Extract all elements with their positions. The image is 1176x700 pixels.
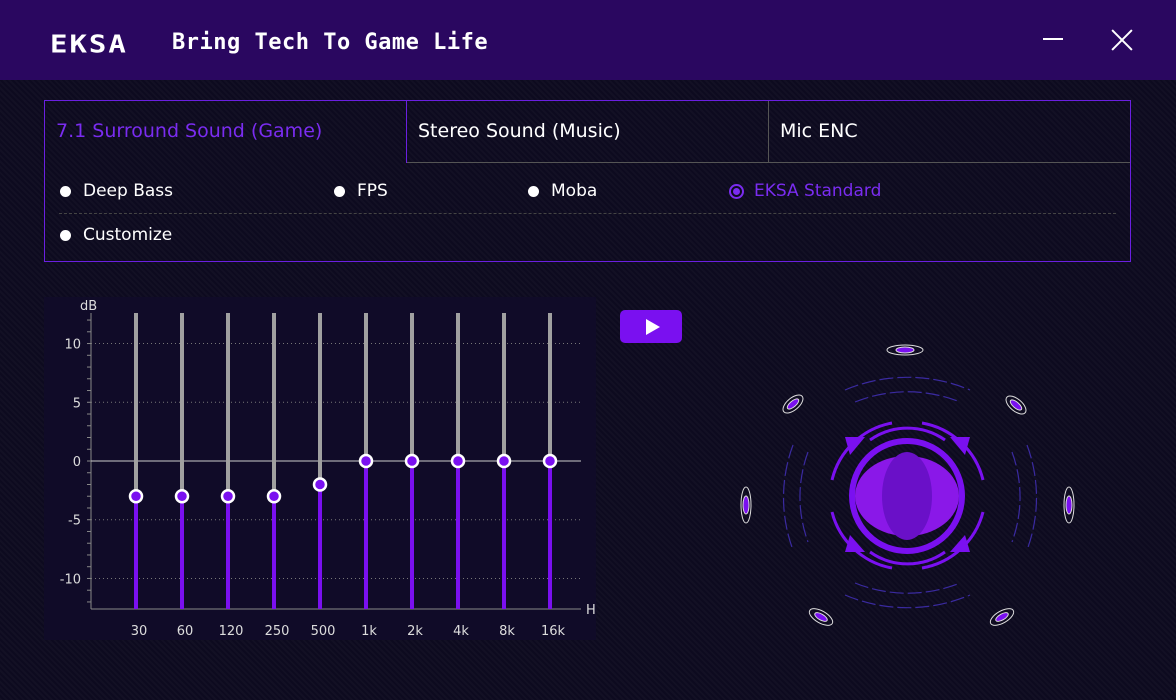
y-tick-label: 0 [73,455,81,470]
eksa-logo: EKSA [50,29,128,59]
y-tick-label: -5 [68,514,81,529]
radio-icon [60,229,71,241]
slider-knob[interactable] [496,453,512,469]
slider-knob[interactable] [220,488,236,504]
y-axis-label: dB [80,299,97,314]
preset-deep-bass[interactable]: Deep Bass [60,181,173,201]
direction-arrows [845,437,970,552]
x-tick-label: 250 [265,624,290,639]
x-tick-label: 4k [453,624,469,639]
tagline: Bring Tech To Game Life [172,30,489,55]
x-tick-label: 30 [131,624,148,639]
minimize-icon[interactable] [1035,22,1071,58]
equalizer-chart: 10 5 0 -5 -10 dB Hz 30 60 120 250 500 1k 2k 4k 8k 16k [60,299,603,639]
preset-customize[interactable]: Customize [60,225,172,245]
slider-knob[interactable] [312,477,328,492]
speaker-icons [740,344,1075,626]
preset-label: FPS [357,181,388,201]
preset-label: Customize [83,225,173,245]
title-bar: EKSA Bring Tech To Game Life [0,0,1176,80]
x-tick-label: 120 [219,624,244,639]
preset-label: Deep Bass [83,181,173,201]
x-tick-label: 500 [311,624,336,639]
y-tick-label: 5 [73,396,81,411]
x-axis-label: Hz [586,603,596,618]
play-button[interactable] [620,310,682,343]
radio-icon [60,185,71,197]
slider-knob[interactable] [174,488,190,504]
sound-rings [782,376,1038,609]
preset-fps[interactable]: FPS [334,181,388,201]
radio-icon [528,185,539,197]
preset-moba[interactable]: Moba [528,181,597,201]
x-tick-label: 60 [177,624,194,639]
divider [59,213,1116,214]
equalizer-panel: 10 5 0 -5 -10 dB Hz 30 60 120 250 500 1k 2k 4k 8k 16k [44,297,603,640]
x-tick-label: 2k [407,624,423,639]
close-icon[interactable] [1104,22,1140,58]
radio-selected-icon [729,183,744,199]
preset-eksa-standard[interactable]: EKSA Standard [729,181,882,201]
y-tick-label: -10 [60,572,81,587]
slider-knob[interactable] [450,453,466,469]
tab-surround-sound[interactable]: 7.1 Surround Sound (Game) [45,101,407,163]
slider-knob[interactable] [404,453,420,469]
x-tick-label: 1k [361,624,377,639]
slider-knob[interactable] [128,488,144,504]
x-tick-label: 16k [541,624,566,639]
x-tick-label: 8k [499,624,515,639]
radio-icon [334,185,345,197]
preset-label: EKSA Standard [754,181,882,201]
sound-mode-panel: 7.1 Surround Sound (Game) Stereo Sound (… [44,100,1131,262]
tab-stereo-sound[interactable]: Stereo Sound (Music) [407,101,769,163]
slider-knob[interactable] [266,488,282,504]
tab-mic-enc[interactable]: Mic ENC [769,101,1130,163]
y-tick-label: 10 [64,338,81,353]
slider-knob[interactable] [542,453,558,469]
slider-knob[interactable] [358,453,374,469]
preset-label: Moba [551,181,598,201]
surround-visualizer [730,330,1090,640]
